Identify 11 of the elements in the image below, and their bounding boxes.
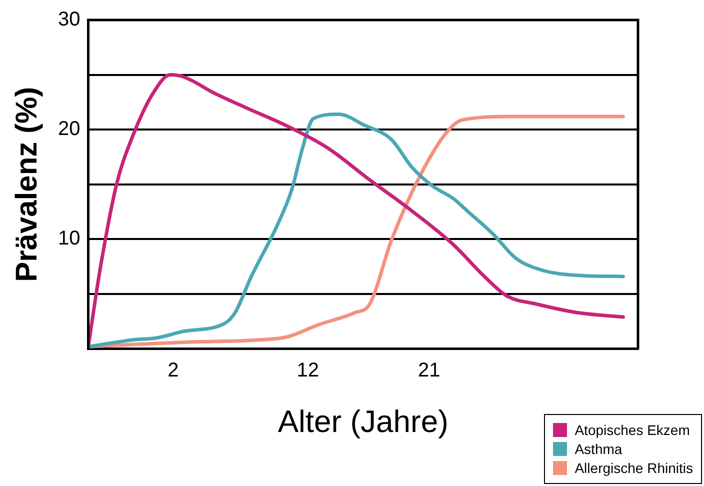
y-tick-label: 10 <box>58 228 80 250</box>
legend-label: Allergische Rhinitis <box>574 460 693 476</box>
legend-label: Atopisches Ekzem <box>574 422 690 438</box>
x-tick-label: 2 <box>168 359 179 382</box>
x-axis-title: Alter (Jahre) <box>278 404 448 439</box>
x-tick-label: 21 <box>418 359 440 382</box>
y-tick-label: 30 <box>58 8 80 31</box>
x-tick-label: 12 <box>296 359 320 382</box>
y-tick-label: 20 <box>58 118 80 140</box>
y-axis-title: Prävalenz (%) <box>10 86 44 282</box>
legend-label: Asthma <box>574 441 622 457</box>
